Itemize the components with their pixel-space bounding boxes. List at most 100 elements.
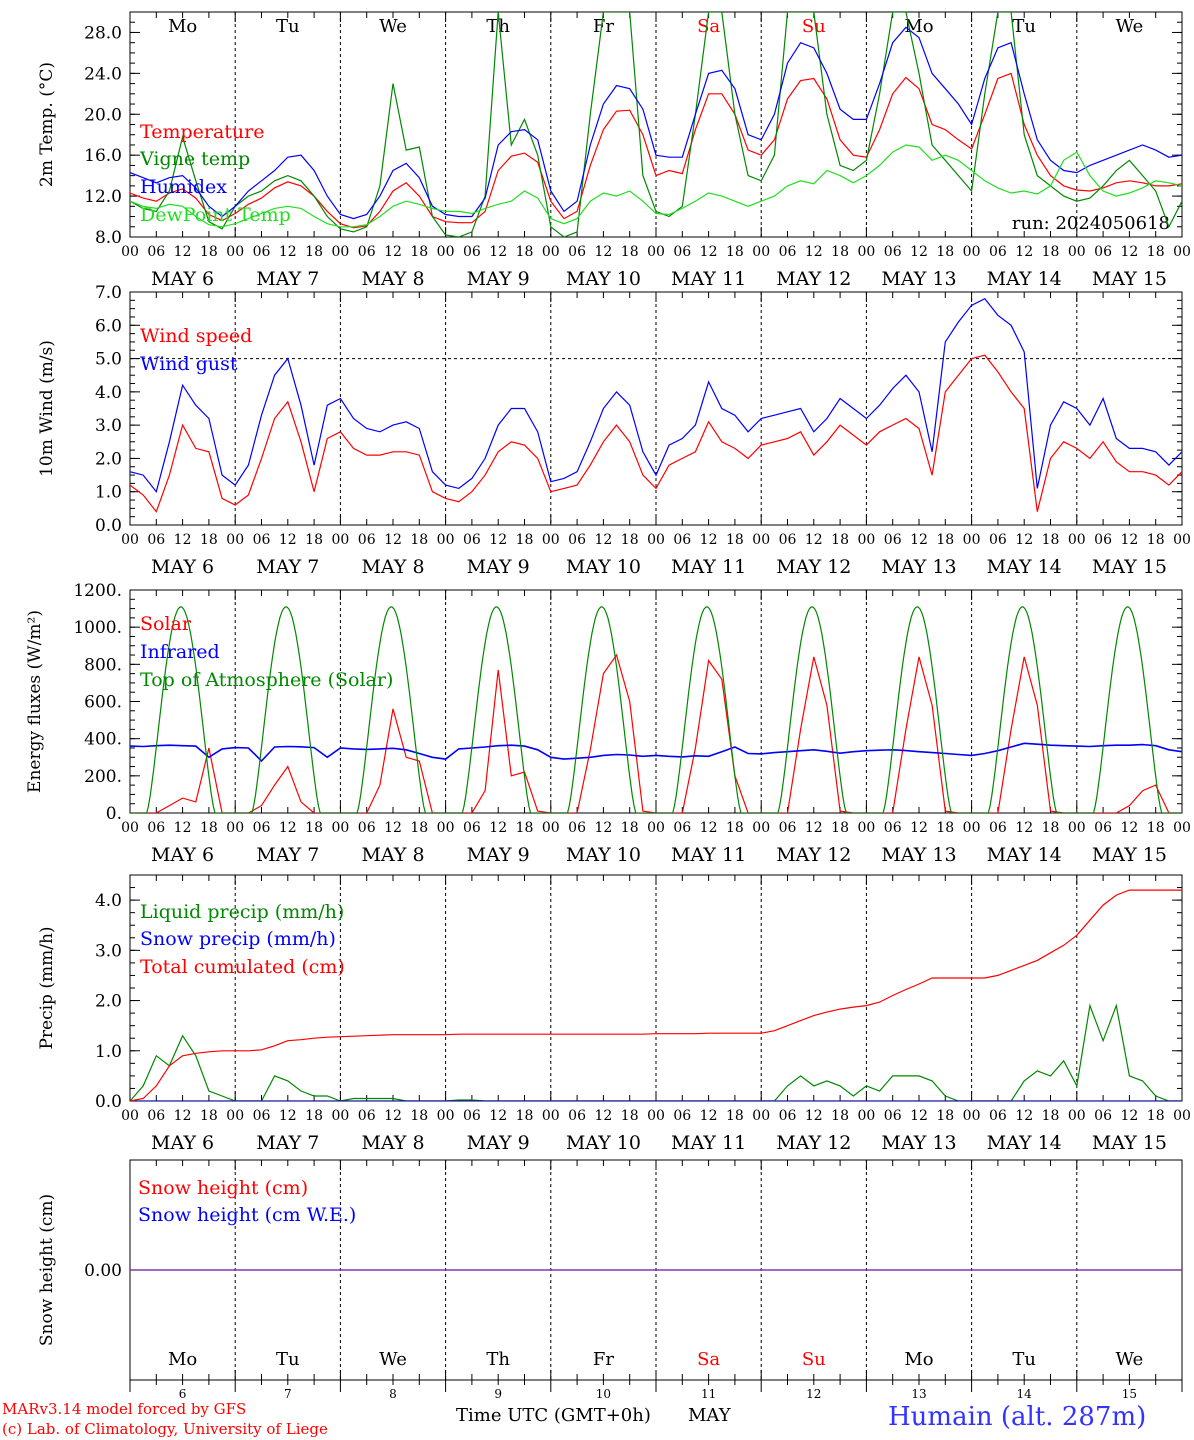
series-line-top-of-atmosphere-solar- [130, 606, 1182, 813]
hour-tick-label: 18 [200, 532, 218, 548]
date-label: MAY 13 [881, 844, 956, 866]
hour-tick-label: 06 [358, 1108, 376, 1124]
hour-tick-label: 06 [253, 1108, 271, 1124]
hour-tick-label: 18 [621, 820, 639, 836]
series-line-humidex [130, 26, 1182, 220]
plot-frame [129, 589, 1183, 814]
day-of-week-label: Tu [276, 16, 300, 37]
hour-tick-label: 00 [1068, 820, 1086, 836]
date-label: MAY 8 [361, 556, 424, 578]
hour-tick-label: 12 [805, 532, 823, 548]
date-label: MAY 13 [881, 268, 956, 290]
hour-tick-label: 18 [516, 820, 534, 836]
hour-tick-label: 18 [726, 244, 744, 260]
hour-tick-label: 06 [358, 244, 376, 260]
y-tick-label: 1200. [73, 581, 122, 601]
y-tick-label: 0. [106, 804, 122, 824]
hour-tick-label: 12 [174, 1108, 192, 1124]
day-number-label: 9 [494, 1387, 502, 1401]
hour-tick-label: 06 [1094, 532, 1112, 548]
day-of-week-label: Th [486, 16, 510, 37]
hour-tick-label: 06 [253, 820, 271, 836]
time-axis-label: Time UTC (GMT+0h) [456, 1405, 651, 1426]
hour-tick-label: 18 [621, 244, 639, 260]
legend-entry: Solar [140, 613, 192, 635]
hour-tick-label: 12 [594, 532, 612, 548]
hour-tick-label: 18 [936, 532, 954, 548]
hour-tick-label: 18 [305, 820, 323, 836]
y-tick-label: 20.0 [84, 105, 122, 125]
model-credit-line: MARv3.14 model forced by GFS [2, 1400, 247, 1418]
hour-tick-label: 18 [200, 1108, 218, 1124]
hour-tick-label: 18 [831, 532, 849, 548]
day-of-week-label: We [1116, 1349, 1144, 1370]
day-of-week-label: Sa [697, 16, 720, 37]
date-label: MAY 10 [566, 1132, 641, 1154]
hour-tick-label: 06 [1094, 244, 1112, 260]
legend-entry: Wind gust [140, 353, 238, 375]
date-label: MAY 14 [987, 268, 1062, 290]
date-label: MAY 13 [881, 1132, 956, 1154]
day-number-label: 15 [1122, 1387, 1137, 1401]
hour-tick-label: 12 [700, 1108, 718, 1124]
date-label: MAY 9 [467, 268, 530, 290]
day-number-label: 10 [596, 1387, 611, 1401]
hour-tick-label: 18 [831, 1108, 849, 1124]
y-tick-label: 2.0 [95, 449, 122, 469]
hour-tick-label: 18 [1147, 532, 1165, 548]
hour-tick-label: 00 [121, 820, 139, 836]
legend-entry: Top of Atmosphere (Solar) [140, 669, 393, 691]
hour-tick-label: 00 [647, 244, 665, 260]
day-of-week-label: Mo [904, 1349, 933, 1370]
hour-tick-label: 12 [489, 1108, 507, 1124]
hour-tick-label: 18 [410, 1108, 428, 1124]
hour-tick-label: 00 [647, 820, 665, 836]
hour-tick-label: 12 [279, 820, 297, 836]
hour-tick-label: 00 [542, 532, 560, 548]
hour-tick-label: 00 [963, 820, 981, 836]
hour-tick-label: 00 [1173, 1108, 1191, 1124]
day-of-week-label: We [379, 16, 407, 37]
hour-tick-label: 18 [1147, 820, 1165, 836]
hour-tick-label: 06 [989, 532, 1007, 548]
legend-entry: Snow precip (mm/h) [140, 928, 336, 950]
hour-tick-label: 12 [700, 820, 718, 836]
date-label: MAY 7 [256, 268, 319, 290]
date-label: MAY 12 [776, 844, 851, 866]
hour-tick-label: 12 [1015, 820, 1033, 836]
hour-tick-label: 06 [779, 244, 797, 260]
hour-tick-label: 00 [331, 1108, 349, 1124]
hour-tick-label: 00 [1068, 1108, 1086, 1124]
date-label: MAY 9 [467, 556, 530, 578]
hour-tick-label: 12 [594, 244, 612, 260]
hour-tick-label: 06 [358, 820, 376, 836]
date-label: MAY 11 [671, 844, 746, 866]
y-tick-label: 6.0 [95, 316, 122, 336]
hour-tick-label: 06 [779, 532, 797, 548]
date-label: MAY 7 [256, 556, 319, 578]
y-tick-label: 400. [84, 730, 122, 750]
hour-tick-label: 12 [384, 532, 402, 548]
hour-tick-label: 00 [963, 532, 981, 548]
hour-tick-label: 06 [673, 820, 691, 836]
series-line-dewpoint-temp [130, 144, 1182, 228]
date-label: MAY 15 [1092, 1132, 1167, 1154]
hour-tick-label: 12 [384, 1108, 402, 1124]
day-of-week-label: We [1116, 16, 1144, 37]
y-axis-label: 2m Temp. (°C) [37, 62, 57, 187]
hour-tick-label: 06 [884, 1108, 902, 1124]
day-number-label: 8 [389, 1387, 397, 1401]
date-label: MAY 12 [776, 268, 851, 290]
day-number-label: 11 [701, 1387, 716, 1401]
date-label: MAY 10 [566, 556, 641, 578]
hour-tick-label: 00 [1173, 244, 1191, 260]
hour-tick-label: 12 [594, 1108, 612, 1124]
date-label: MAY 6 [151, 556, 214, 578]
hour-tick-label: 12 [805, 820, 823, 836]
y-axis-label: 10m Wind (m/s) [37, 340, 57, 477]
hour-tick-label: 18 [305, 244, 323, 260]
hour-tick-label: 06 [1094, 1108, 1112, 1124]
hour-tick-label: 12 [489, 532, 507, 548]
hour-tick-label: 12 [910, 1108, 928, 1124]
hour-tick-label: 12 [910, 244, 928, 260]
